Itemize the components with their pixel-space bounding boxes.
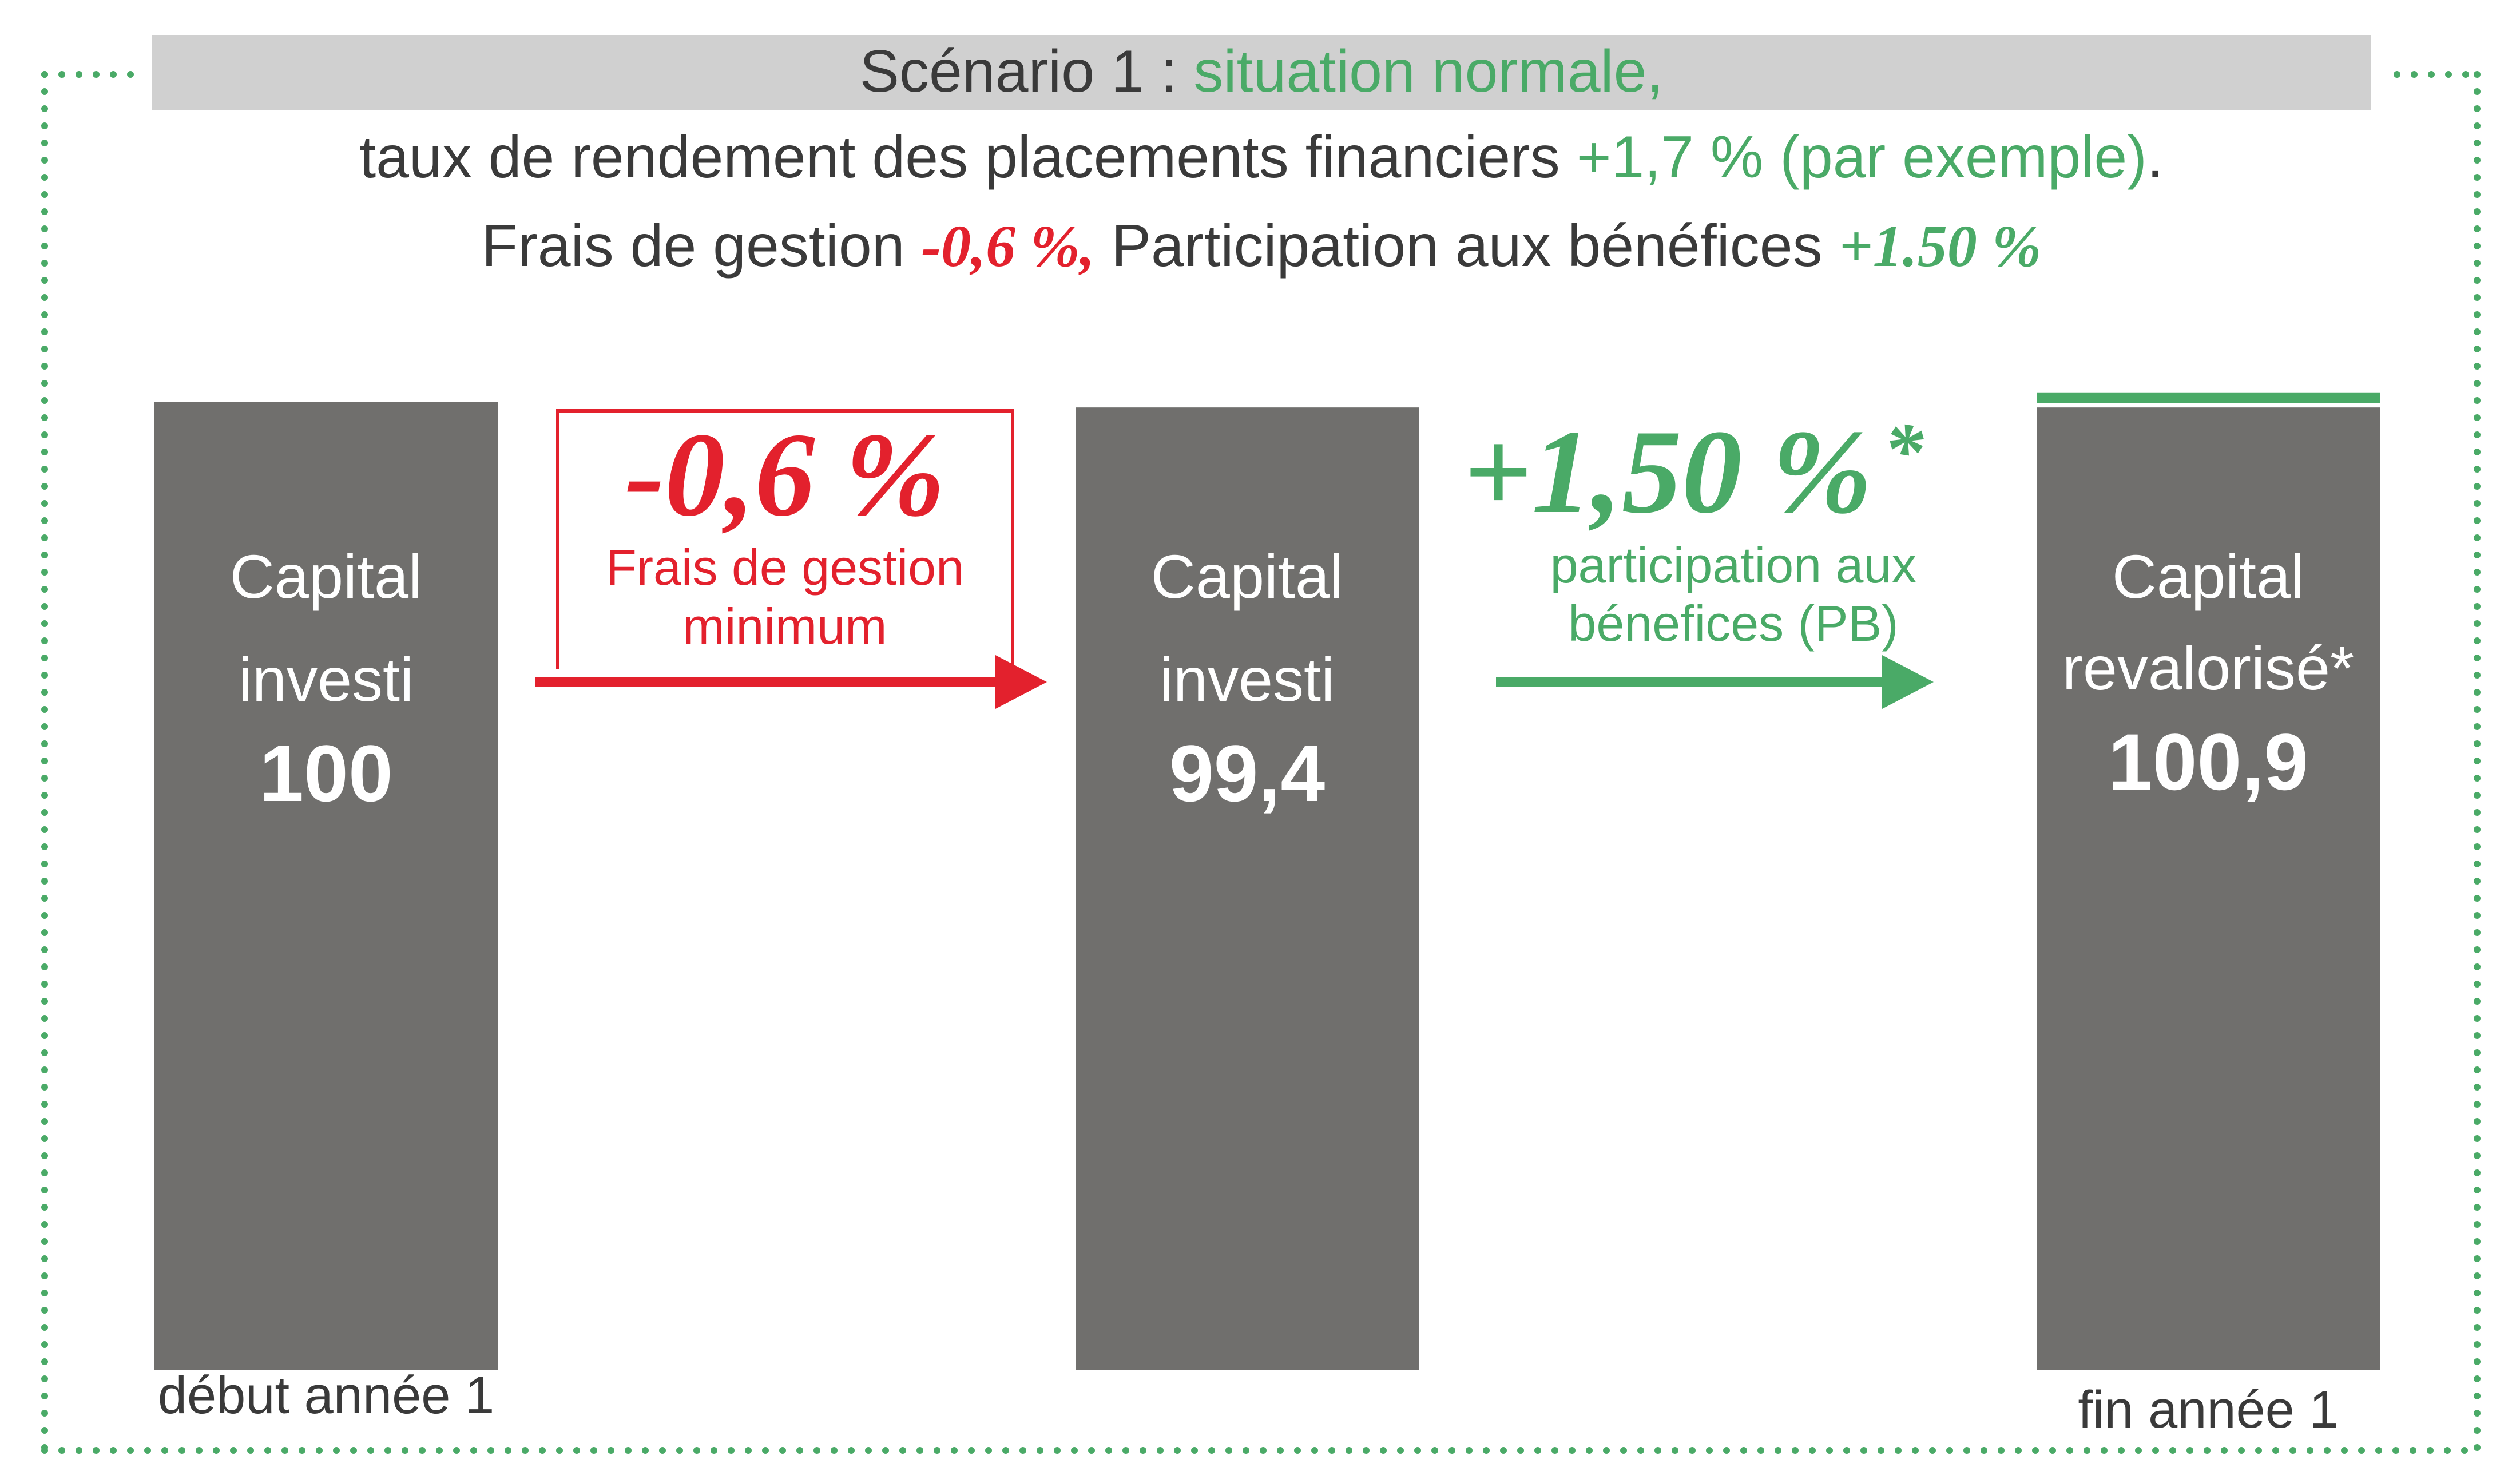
bar-3-value-label: 100,9	[2108, 717, 2308, 807]
bar-1	[154, 402, 498, 1370]
header-line-2-prefix: taux de rendement des placements financi…	[359, 124, 1576, 191]
pb-label-line-2: bénefices (PB)	[1568, 595, 1898, 652]
header-line-1-highlight: situation normale,	[1194, 38, 1664, 105]
pb-arrow-head	[1882, 655, 1934, 709]
x-label-3: fin année 1	[2078, 1381, 2338, 1439]
header-line-1-prefix: Scénario 1 :	[860, 38, 1194, 105]
pb-value: +1,50 % *	[1463, 406, 1924, 538]
fees-arrow-head	[995, 655, 1047, 709]
bar-3-label-line-1: Capital	[2112, 542, 2304, 611]
dotted-frame	[41, 71, 2481, 1454]
header-line-3: Frais de gestion -0,6 %, Participation a…	[482, 213, 2042, 279]
fees-callout: -0,6 % Frais de gestion minimum	[535, 409, 1047, 709]
header-line-3-green: +1.50 %	[1839, 213, 2041, 279]
pb-value-text: +1,50 %	[1463, 406, 1872, 538]
bar-1-value-label: 100	[259, 728, 393, 818]
header-line-3-red: -0,6 %,	[921, 213, 1094, 279]
bar-2-label-line-1: Capital	[1151, 542, 1343, 611]
header-line-2: taux de rendement des placements financi…	[359, 124, 2163, 191]
header-line-3-prefix: Frais de gestion	[482, 213, 922, 279]
header-line-2-highlight: +1,7 % (par exemple)	[1577, 124, 2147, 191]
header-line-2-suffix: .	[2147, 124, 2164, 191]
pb-callout: +1,50 % * participation aux bénefices (PB…	[1463, 406, 1934, 709]
header-line-3-middle: Participation aux bénéfices	[1095, 213, 1839, 279]
fees-label-line-2: minimum	[683, 598, 887, 655]
fees-label-line-1: Frais de gestion	[606, 539, 964, 596]
bar-3	[2037, 407, 2380, 1371]
pb-label-line-1: participation aux	[1550, 537, 1917, 593]
bar-3-label-line-2: revalorisé*	[2062, 633, 2354, 703]
bar-2	[1076, 407, 1419, 1371]
fees-value: -0,6 %	[625, 409, 945, 541]
bars-group: Capital investi 100 Capital investi 99,4 Capit…	[154, 392, 2380, 1371]
bar-1-label-line-1: Capital	[230, 542, 422, 611]
bar-pb-segment	[2037, 392, 2380, 403]
bar-2-value-label: 99,4	[1169, 728, 1326, 818]
bar-2-label-line-2: investi	[1160, 645, 1335, 714]
x-label-1: début année 1	[158, 1366, 494, 1425]
header-band	[152, 35, 2371, 110]
x-labels: début année 1 fin année 1	[158, 1366, 2339, 1439]
pb-asterisk: *	[1883, 407, 1924, 495]
bar-1-label-line-2: investi	[239, 645, 414, 714]
header-line-1: Scénario 1 : situation normale,	[860, 38, 1664, 105]
